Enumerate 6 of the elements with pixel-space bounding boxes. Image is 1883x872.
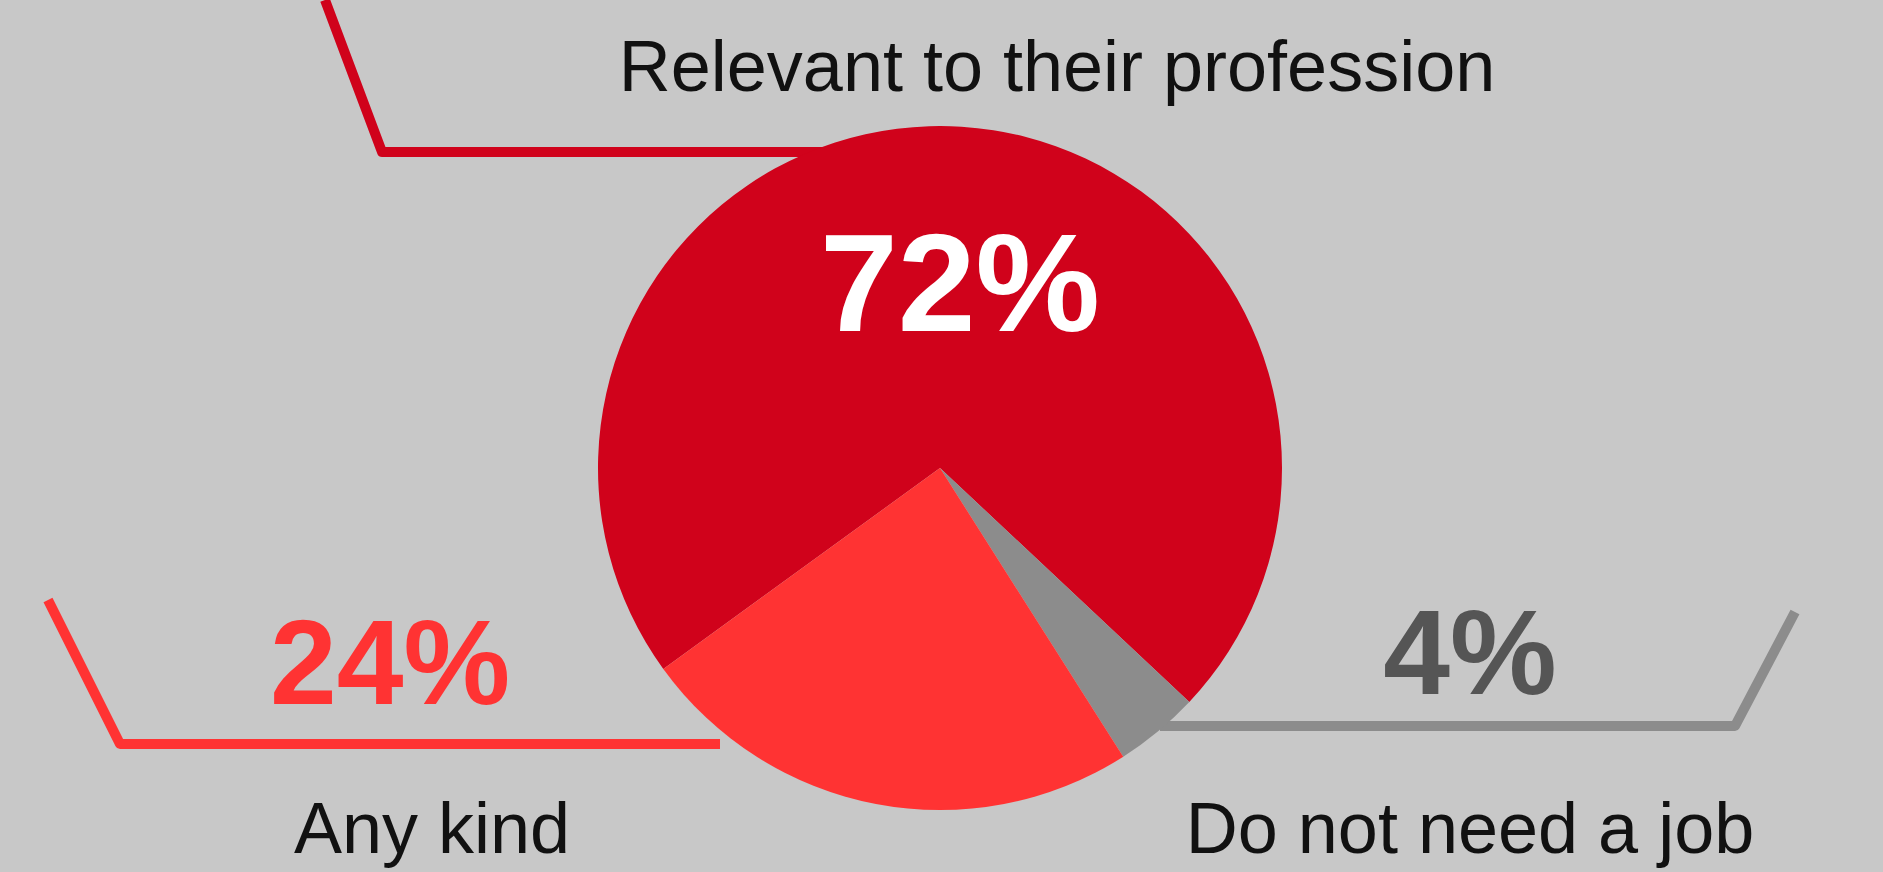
slice-label: Relevant to their profession — [618, 26, 1496, 106]
slice-label: Do not need a job — [1185, 788, 1755, 868]
slice-label: Any kind — [293, 788, 571, 868]
data-label: 24% — [269, 595, 511, 729]
data-label: 4% — [1383, 585, 1557, 719]
data-label: 72% — [819, 203, 1101, 361]
